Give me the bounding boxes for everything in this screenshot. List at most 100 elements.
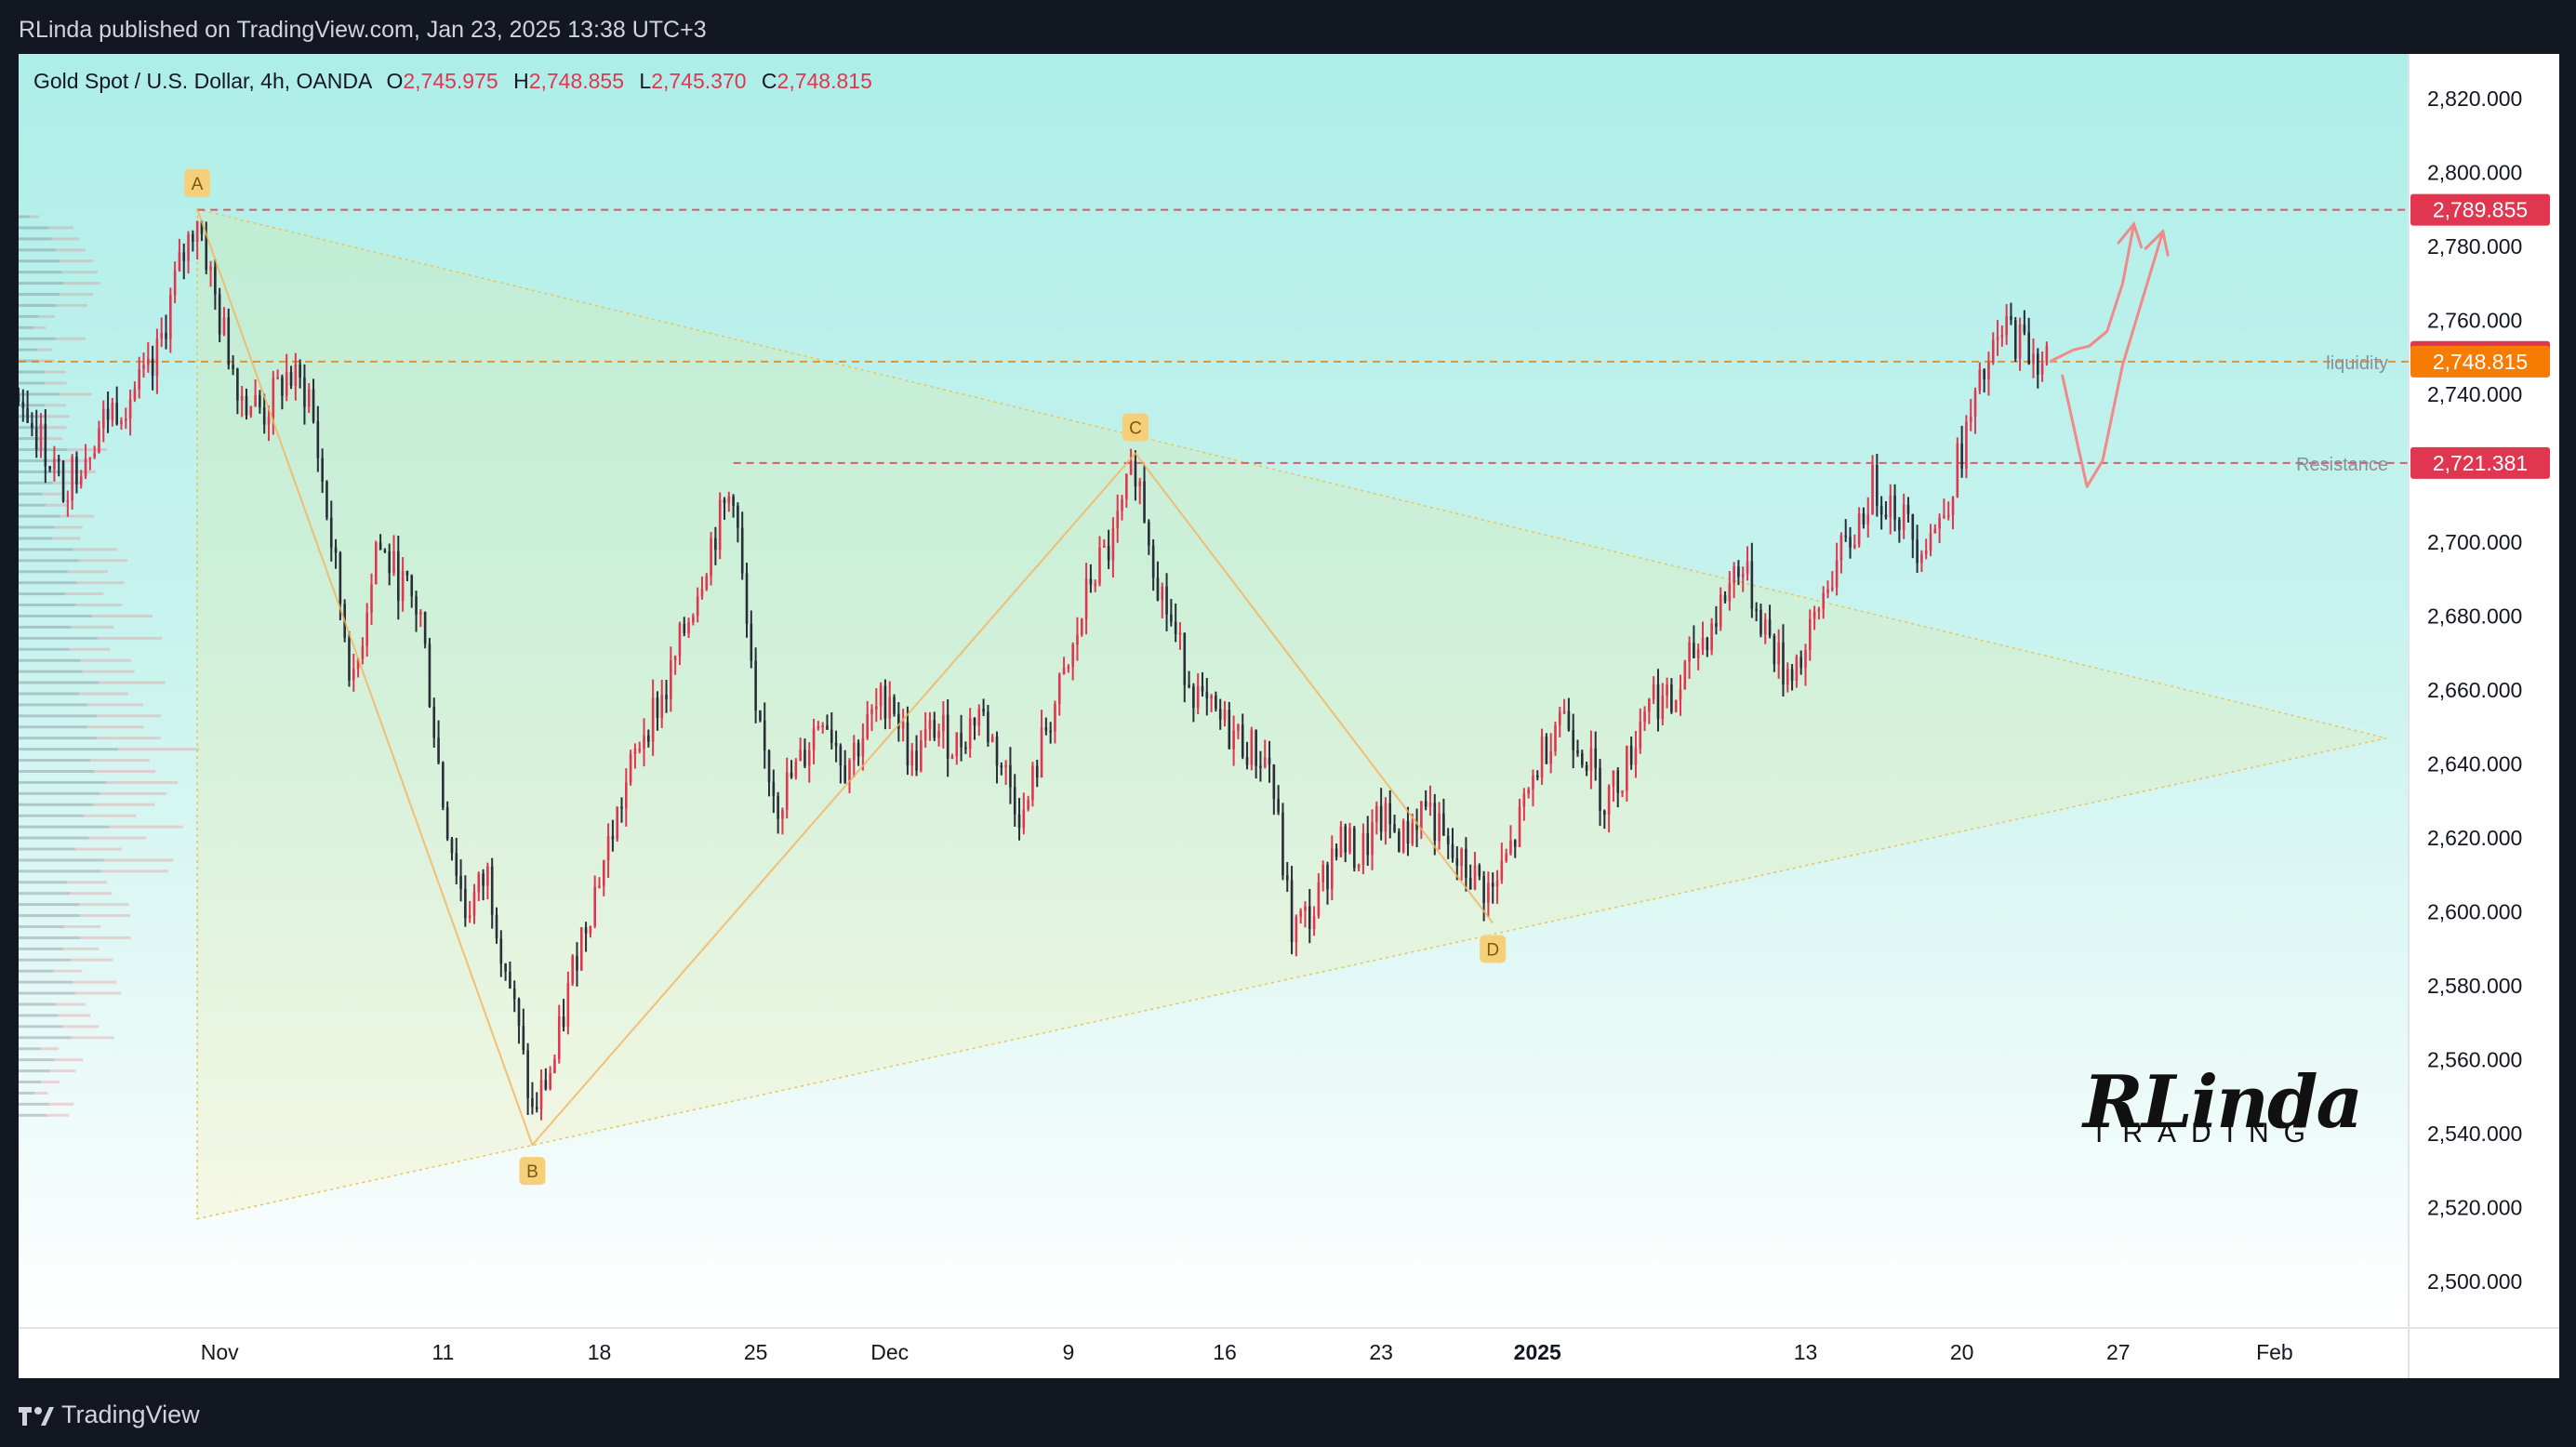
candle-body (142, 365, 145, 369)
volume-bar (80, 936, 131, 939)
volume-bar (19, 903, 80, 907)
candle-body (75, 457, 78, 485)
candle-body (325, 482, 328, 518)
candle-body (888, 697, 892, 719)
candle-body (920, 739, 923, 771)
x-tick-label: 23 (1369, 1340, 1393, 1364)
candle-body (1013, 787, 1016, 815)
candle-body (1643, 711, 1646, 723)
candle-body (807, 750, 811, 766)
y-tick-label: 2,620.000 (2427, 826, 2522, 850)
candle-body (1094, 583, 1097, 586)
candle-body (2005, 316, 2008, 336)
candle-body (1773, 635, 1776, 665)
volume-bar (38, 314, 55, 318)
candle-body (1357, 864, 1361, 869)
candle-body (1509, 840, 1512, 854)
candle-body (968, 718, 972, 750)
volume-bar (19, 647, 70, 651)
candle-body (933, 720, 936, 738)
candle-body (1388, 803, 1392, 825)
candle-body (1009, 764, 1012, 788)
projection-path (2050, 222, 2136, 363)
candle-body (1487, 883, 1490, 903)
badge-label: B (526, 1162, 538, 1182)
volume-bar (19, 636, 98, 640)
x-tick-label: 9 (1062, 1340, 1074, 1364)
volume-bar (19, 1069, 50, 1073)
volume-bar (73, 548, 118, 551)
candle-body (1438, 813, 1441, 842)
candle-body (151, 358, 154, 377)
candle-body (616, 806, 619, 840)
candle-body (1295, 916, 1298, 943)
triangle-layer (196, 208, 2387, 1220)
candle-body (169, 295, 172, 339)
candle-body (312, 389, 315, 422)
candle-body (1241, 724, 1244, 758)
candle-body (1277, 799, 1280, 813)
volume-bar (117, 748, 200, 751)
candle-body (88, 457, 92, 459)
candle-body (1719, 594, 1722, 627)
candle-body (1889, 495, 1892, 518)
level-text: liquidity (2326, 353, 2388, 374)
candle-body (950, 756, 954, 759)
volume-bar (40, 1047, 60, 1051)
candle-body (1027, 800, 1029, 810)
candle-body (1393, 824, 1396, 832)
candle-body (651, 697, 655, 742)
chart-area[interactable]: liquidity Resistance A B C D 2,820.000 2,800.… (19, 54, 2559, 1378)
candle-body (1317, 882, 1321, 917)
candle-body (1255, 729, 1257, 766)
candle-body (1067, 666, 1070, 669)
candle-body (964, 747, 967, 750)
candle-body (866, 713, 870, 738)
candle-body (222, 317, 226, 335)
volume-bar (19, 1002, 56, 1006)
price-chart[interactable]: liquidity Resistance A B C D 2,820.000 2,800.… (19, 54, 2559, 1378)
candle-body (1263, 757, 1267, 767)
candle-body (1902, 504, 1905, 530)
candle-body (1876, 465, 1879, 506)
volume-bar (55, 1002, 86, 1006)
tradingview-brand[interactable]: TradingView (19, 1401, 200, 1429)
candle-body (629, 753, 632, 783)
candle-body (1250, 729, 1254, 765)
price-axis-background (2409, 54, 2559, 1378)
y-tick-label: 2,560.000 (2427, 1048, 2522, 1072)
candle-body (665, 695, 668, 699)
volume-bar (19, 271, 62, 274)
volume-bar (109, 825, 183, 829)
candle-body (482, 873, 485, 886)
candle-body (977, 709, 981, 726)
candle-body (660, 695, 664, 718)
candle-body (790, 772, 793, 777)
volume-profile (19, 215, 200, 1117)
badge-label: D (1486, 941, 1499, 961)
candle-body (432, 707, 436, 738)
candle-body (1755, 608, 1758, 611)
candle-body (101, 408, 105, 429)
candle-body (1415, 823, 1418, 830)
volume-bar (19, 914, 81, 918)
candle-body (1465, 848, 1467, 878)
candle-body (1188, 684, 1190, 687)
volume-bar (56, 303, 87, 307)
candle-body (1656, 684, 1660, 719)
volume-bar (70, 958, 113, 962)
volume-bar (19, 881, 68, 884)
candle-body (2032, 353, 2035, 365)
y-tick-label: 2,680.000 (2427, 604, 2522, 628)
volume-bar (19, 991, 75, 995)
volume-bar (19, 947, 63, 950)
candle-body (44, 423, 47, 467)
volume-bar (46, 1113, 70, 1117)
candle-body (34, 428, 38, 450)
volume-bar (65, 592, 104, 596)
candle-body (602, 860, 605, 886)
candle-body (1371, 822, 1374, 856)
candle-body (1401, 820, 1405, 852)
badge-bg (1122, 413, 1149, 442)
pattern-badge-c: C (1122, 413, 1149, 442)
